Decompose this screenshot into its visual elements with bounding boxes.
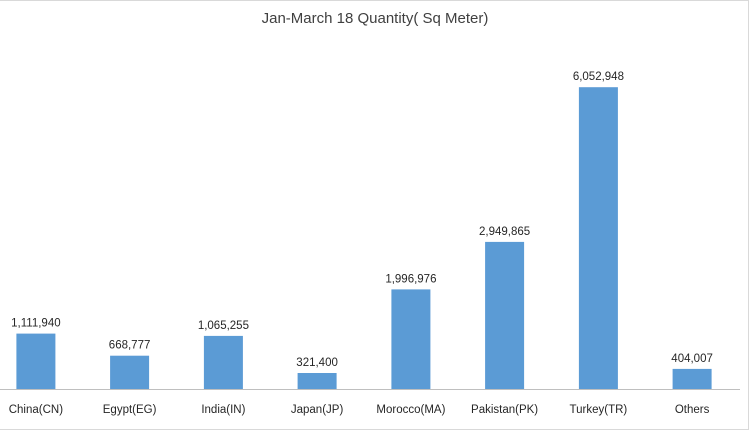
x-tick-label-6: Turkey(TR) xyxy=(570,404,628,416)
data-label-5: 2,949,865 xyxy=(479,226,530,238)
bar-6 xyxy=(578,87,618,389)
data-label-4: 1,996,976 xyxy=(385,273,436,285)
x-tick-label-4: Morocco(MA) xyxy=(376,404,445,416)
bars-group xyxy=(16,87,712,389)
data-label-2: 1,065,255 xyxy=(198,320,249,332)
bar-0 xyxy=(16,333,56,389)
x-tick-label-5: Pakistan(PK) xyxy=(471,404,538,416)
bar-3 xyxy=(297,373,337,389)
x-tick-labels-group: China(CN) Egypt(EG) India(IN) Japan(JP) Moro… xyxy=(9,404,710,416)
x-tick-label-1: Egypt(EG) xyxy=(103,404,157,416)
data-label-3: 321,400 xyxy=(296,357,338,369)
chart-title: Jan-March 18 Quantity( Sq Meter) xyxy=(262,10,489,27)
x-tick-label-2: India(IN) xyxy=(201,404,245,416)
x-tick-label-3: Japan(JP) xyxy=(291,404,344,416)
x-tick-label-7: Others xyxy=(675,404,710,416)
bar-4 xyxy=(391,289,431,389)
data-label-1: 668,777 xyxy=(109,340,151,352)
bar-2 xyxy=(203,335,243,389)
bar-5 xyxy=(485,241,525,389)
data-labels-group: 1,111,940 668,777 1,065,255 321,400 1,996,97… xyxy=(11,71,713,369)
data-label-0: 1,111,940 xyxy=(11,318,60,330)
x-tick-label-0: China(CN) xyxy=(9,404,63,416)
bar-1 xyxy=(110,355,150,389)
data-label-6: 6,052,948 xyxy=(573,71,624,83)
data-label-7: 404,007 xyxy=(671,353,713,365)
bar-7 xyxy=(672,368,712,389)
